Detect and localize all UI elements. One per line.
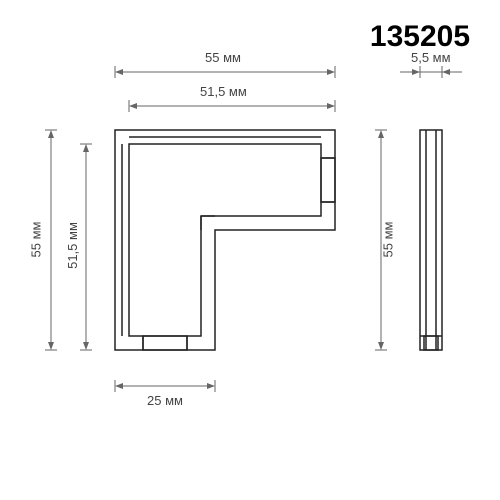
- dim-line-h51-5: [80, 144, 92, 350]
- dim-label-h55: 55 мм: [28, 222, 43, 258]
- dim-label-w55: 55 мм: [205, 50, 241, 65]
- dim-label-w25: 25 мм: [147, 393, 183, 408]
- part-number: 135205: [370, 20, 470, 54]
- dim-label-d5-5: 5,5 мм: [411, 50, 451, 65]
- dim-line-d5-5: [400, 66, 462, 78]
- front-view-drawing: [115, 130, 335, 350]
- dim-line-w55: [115, 66, 335, 78]
- dim-label-h55r: 55 мм: [380, 222, 395, 258]
- dim-label-w51-5: 51,5 мм: [200, 84, 247, 99]
- side-view-drawing: [420, 130, 442, 350]
- dim-label-h51-5: 51,5 мм: [65, 222, 80, 269]
- dim-line-h55: [45, 130, 57, 350]
- dim-line-w51-5: [129, 100, 335, 112]
- dim-line-w25: [115, 380, 215, 392]
